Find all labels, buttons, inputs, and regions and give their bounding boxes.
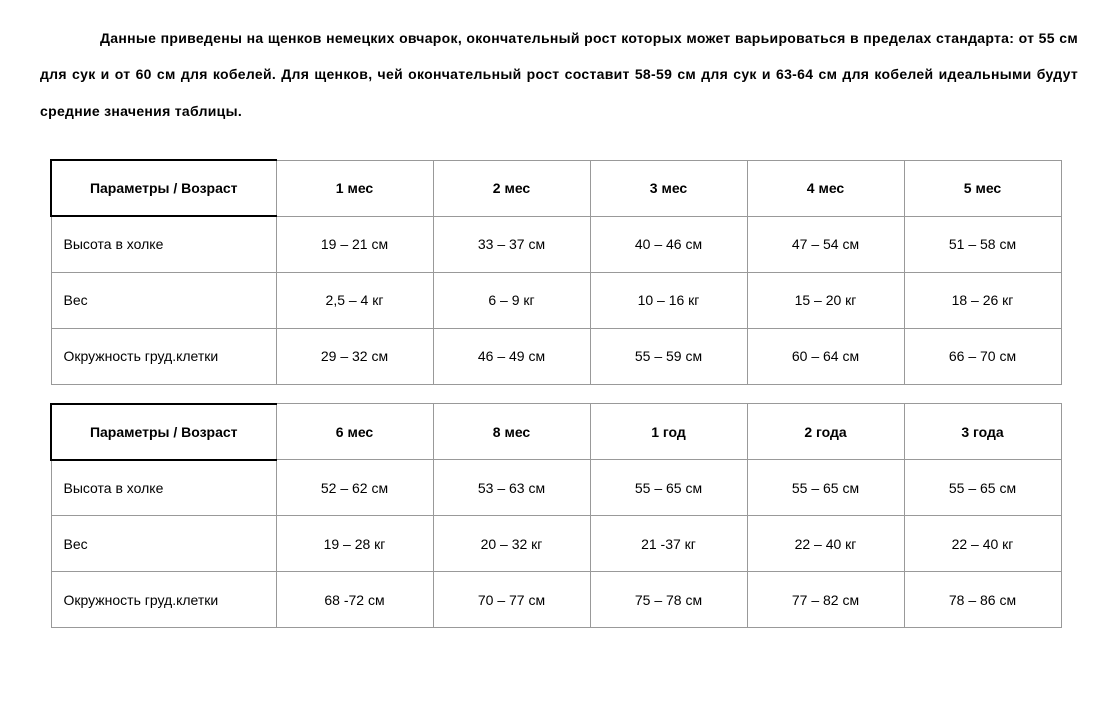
cell: 21 -37 кг [590,516,747,572]
header-col: 3 года [904,404,1061,460]
header-col: 6 мес [276,404,433,460]
growth-table-1: Параметры / Возраст 1 мес 2 мес 3 мес 4 … [50,159,1062,385]
header-col: 4 мес [747,160,904,216]
table-row: Высота в холке 52 – 62 см 53 – 63 см 55 … [51,460,1061,516]
cell: 29 – 32 см [276,328,433,384]
table-header-row: Параметры / Возраст 6 мес 8 мес 1 год 2 … [51,404,1061,460]
growth-table-2: Параметры / Возраст 6 мес 8 мес 1 год 2 … [50,403,1062,629]
cell: 53 – 63 см [433,460,590,516]
header-col: 3 мес [590,160,747,216]
cell: 75 – 78 см [590,572,747,628]
row-label: Вес [51,516,276,572]
cell: 19 – 28 кг [276,516,433,572]
row-label: Окружность груд.клетки [51,572,276,628]
cell: 40 – 46 см [590,216,747,272]
table-row: Вес 19 – 28 кг 20 – 32 кг 21 -37 кг 22 –… [51,516,1061,572]
cell: 60 – 64 см [747,328,904,384]
cell: 15 – 20 кг [747,272,904,328]
intro-text: Данные приведены на щенков немецких овча… [40,20,1078,129]
cell: 77 – 82 см [747,572,904,628]
cell: 18 – 26 кг [904,272,1061,328]
row-label: Окружность груд.клетки [51,328,276,384]
header-col: 1 мес [276,160,433,216]
table-header-row: Параметры / Возраст 1 мес 2 мес 3 мес 4 … [51,160,1061,216]
row-label: Высота в холке [51,216,276,272]
cell: 68 -72 см [276,572,433,628]
table-row: Окружность груд.клетки 68 -72 см 70 – 77… [51,572,1061,628]
cell: 2,5 – 4 кг [276,272,433,328]
header-col: 1 год [590,404,747,460]
cell: 46 – 49 см [433,328,590,384]
cell: 66 – 70 см [904,328,1061,384]
cell: 51 – 58 см [904,216,1061,272]
cell: 22 – 40 кг [904,516,1061,572]
row-label: Высота в холке [51,460,276,516]
cell: 22 – 40 кг [747,516,904,572]
cell: 55 – 65 см [747,460,904,516]
cell: 33 – 37 см [433,216,590,272]
cell: 55 – 59 см [590,328,747,384]
cell: 6 – 9 кг [433,272,590,328]
row-label: Вес [51,272,276,328]
header-col: 2 года [747,404,904,460]
cell: 55 – 65 см [904,460,1061,516]
cell: 55 – 65 см [590,460,747,516]
cell: 47 – 54 см [747,216,904,272]
table-row: Окружность груд.клетки 29 – 32 см 46 – 4… [51,328,1061,384]
cell: 19 – 21 см [276,216,433,272]
cell: 52 – 62 см [276,460,433,516]
header-col: 2 мес [433,160,590,216]
cell: 70 – 77 см [433,572,590,628]
cell: 78 – 86 см [904,572,1061,628]
header-params: Параметры / Возраст [51,160,276,216]
cell: 10 – 16 кг [590,272,747,328]
header-col: 5 мес [904,160,1061,216]
header-params: Параметры / Возраст [51,404,276,460]
table-row: Высота в холке 19 – 21 см 33 – 37 см 40 … [51,216,1061,272]
table-row: Вес 2,5 – 4 кг 6 – 9 кг 10 – 16 кг 15 – … [51,272,1061,328]
cell: 20 – 32 кг [433,516,590,572]
header-col: 8 мес [433,404,590,460]
